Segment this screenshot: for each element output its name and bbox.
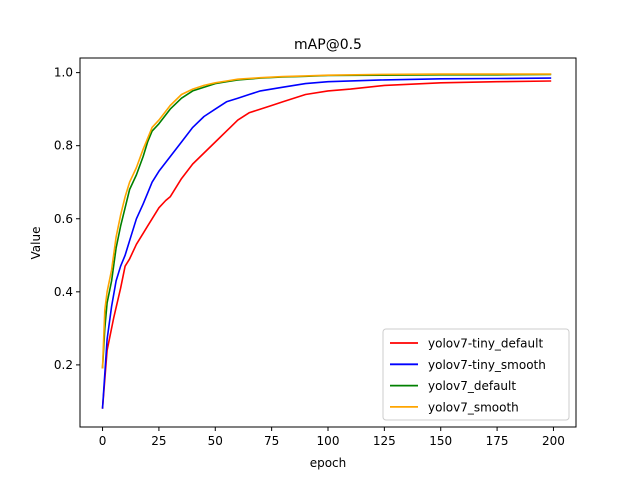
series-line [101,73,552,369]
y-axis-label: Value [29,227,43,260]
y-tick-label: 0.2 [54,358,73,372]
x-tick-label: 0 [99,434,107,448]
legend-label: yolov7_default [428,379,516,393]
x-tick-label: 150 [429,434,452,448]
y-tick-label: 0.8 [54,139,73,153]
legend: yolov7-tiny_default yolov7-tiny_smoothyol… [382,328,570,421]
x-tick-label: 200 [542,434,565,448]
legend-label: yolov7-tiny_default [428,337,543,351]
x-tick-label: 25 [151,434,166,448]
series-line [101,80,552,409]
y-tick-label: 1.0 [54,66,73,80]
y-tick-label: 0.4 [54,285,73,299]
y-axis: 0.2 0.4 0.6 0.8 1.0 [54,66,80,372]
x-tick-label: 125 [373,434,396,448]
x-tick-label: 75 [264,434,279,448]
x-tick-label: 50 [208,434,223,448]
chart-title: mAP@0.5 [294,37,362,53]
series-line [101,77,552,409]
legend-label: yolov7_smooth [428,400,519,414]
x-axis: 0 25 50 75 100 125 150 175 200 [99,427,565,448]
series-group [101,73,552,409]
y-tick-label: 0.6 [54,212,73,226]
legend-label: yolov7-tiny_smooth [428,358,546,372]
x-tick-label: 175 [486,434,509,448]
legend-frame [382,328,570,421]
x-tick-label: 100 [317,434,340,448]
x-axis-label: epoch [310,456,347,470]
